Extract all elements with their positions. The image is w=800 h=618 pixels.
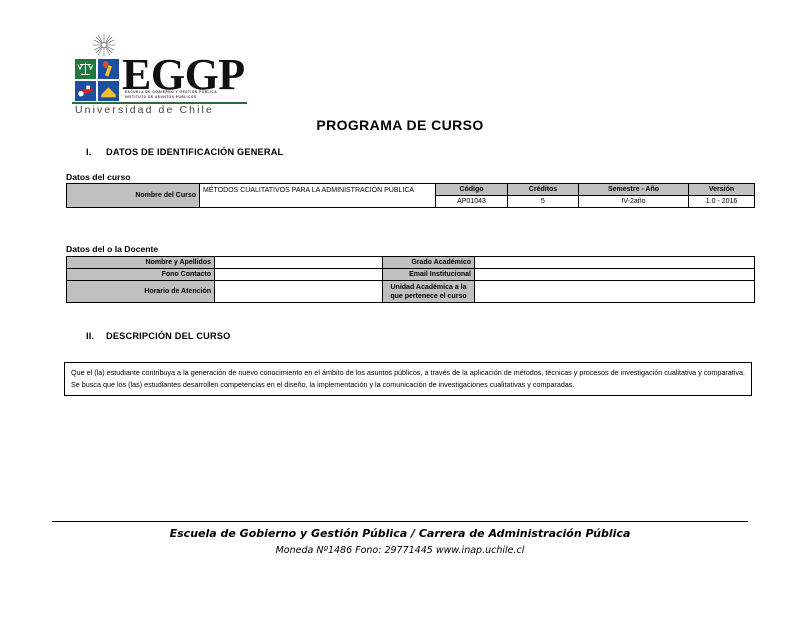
label-horario-atencion: Horario de Atención xyxy=(66,280,215,303)
starburst-icon xyxy=(93,34,115,56)
field-unidad-academica[interactable] xyxy=(474,280,755,303)
page-title: PROGRAMA DE CURSO xyxy=(316,117,484,133)
field-nombre-apellidos[interactable] xyxy=(214,256,383,269)
table-row: Nombre y Apellidos Grado Académico xyxy=(66,256,755,269)
header-version: Versión xyxy=(688,183,755,196)
field-email-institucional[interactable] xyxy=(474,268,755,281)
header-semestre-ano: Semestre - Año xyxy=(578,183,689,196)
shield-quadrant-scales xyxy=(75,59,96,79)
logo-divider xyxy=(72,102,247,104)
label-email-institucional: Email Institucional xyxy=(382,268,475,281)
course-description-box[interactable]: Que el (la) estudiante contribuya a la g… xyxy=(64,362,752,396)
table-row: Horario de Atención Unidad Académica a l… xyxy=(66,280,755,303)
logo-wordmark: EGGP xyxy=(122,50,245,99)
logo-subtitle-line2: INSTITUTO DE ASUNTOS PÚBLICOS xyxy=(125,95,197,100)
table-row: AP01043 5 IV-2año 1.0 - 2016 xyxy=(67,195,755,208)
label-nombre-apellidos: Nombre y Apellidos xyxy=(66,256,215,269)
table-row: Fono Contacto Email Institucional xyxy=(66,268,755,281)
university-shield-icon xyxy=(74,58,120,102)
value-semestre-ano[interactable]: IV-2año xyxy=(578,195,689,208)
course-name-value[interactable]: MÉTODOS CUALITATIVOS PARA LA ADMINISTRAC… xyxy=(199,183,436,208)
label-fono-contacto: Fono Contacto xyxy=(66,268,215,281)
field-fono-contacto[interactable] xyxy=(214,268,383,281)
teacher-table-caption: Datos del o la Docente xyxy=(66,244,159,254)
institution-logo: EGGP ESCUELA DE GOBIERNO Y GESTIÓN PÚBLI… xyxy=(72,32,247,116)
label-grado-academico: Grado Académico xyxy=(382,256,475,269)
table-row: Nombre del Curso MÉTODOS CUALITATIVOS PA… xyxy=(66,183,755,208)
footer-contact-info: Moneda Nº1486 Fono: 29771445 www.inap.uc… xyxy=(275,545,525,556)
field-horario-atencion[interactable] xyxy=(214,280,383,303)
logo-university-name: Universidad de Chile xyxy=(75,104,214,116)
shield-quadrant-book xyxy=(98,81,119,101)
section-one-number: I. xyxy=(86,147,92,157)
course-data-table: Nombre del Curso MÉTODOS CUALITATIVOS PA… xyxy=(66,183,755,208)
section-two-title: DESCRIPCIÓN DEL CURSO xyxy=(106,331,231,341)
teacher-data-table: Nombre y Apellidos Grado Académico Fono … xyxy=(66,256,755,303)
header-codigo: Código xyxy=(435,183,508,196)
field-grado-academico[interactable] xyxy=(474,256,755,269)
shield-quadrant-anchor xyxy=(75,81,96,101)
header-creditos: Créditos xyxy=(507,183,579,196)
footer-school-name: Escuela de Gobierno y Gestión Pública / … xyxy=(169,527,631,540)
section-one-title: DATOS DE IDENTIFICACIÓN GENERAL xyxy=(106,147,284,157)
label-unidad-academica: Unidad Académica a la que pertenece el c… xyxy=(382,280,475,303)
value-creditos[interactable]: 5 xyxy=(507,195,579,208)
value-codigo[interactable]: AP01043 xyxy=(435,195,508,208)
course-name-label: Nombre del Curso xyxy=(66,183,200,208)
logo-subtitle-line1: ESCUELA DE GOBIERNO Y GESTIÓN PÚBLICA xyxy=(125,90,218,94)
section-heading-two: II. DESCRIPCIÓN DEL CURSO xyxy=(86,331,231,341)
logo-subtitle: ESCUELA DE GOBIERNO Y GESTIÓN PÚBLICA IN… xyxy=(125,90,217,100)
course-table-caption: Datos del curso xyxy=(66,172,131,182)
value-version[interactable]: 1.0 - 2016 xyxy=(688,195,755,208)
shield-quadrant-torch xyxy=(98,59,119,79)
section-heading-one: I. DATOS DE IDENTIFICACIÓN GENERAL xyxy=(86,147,283,157)
footer-divider xyxy=(52,521,748,522)
section-two-number: II. xyxy=(86,331,95,341)
